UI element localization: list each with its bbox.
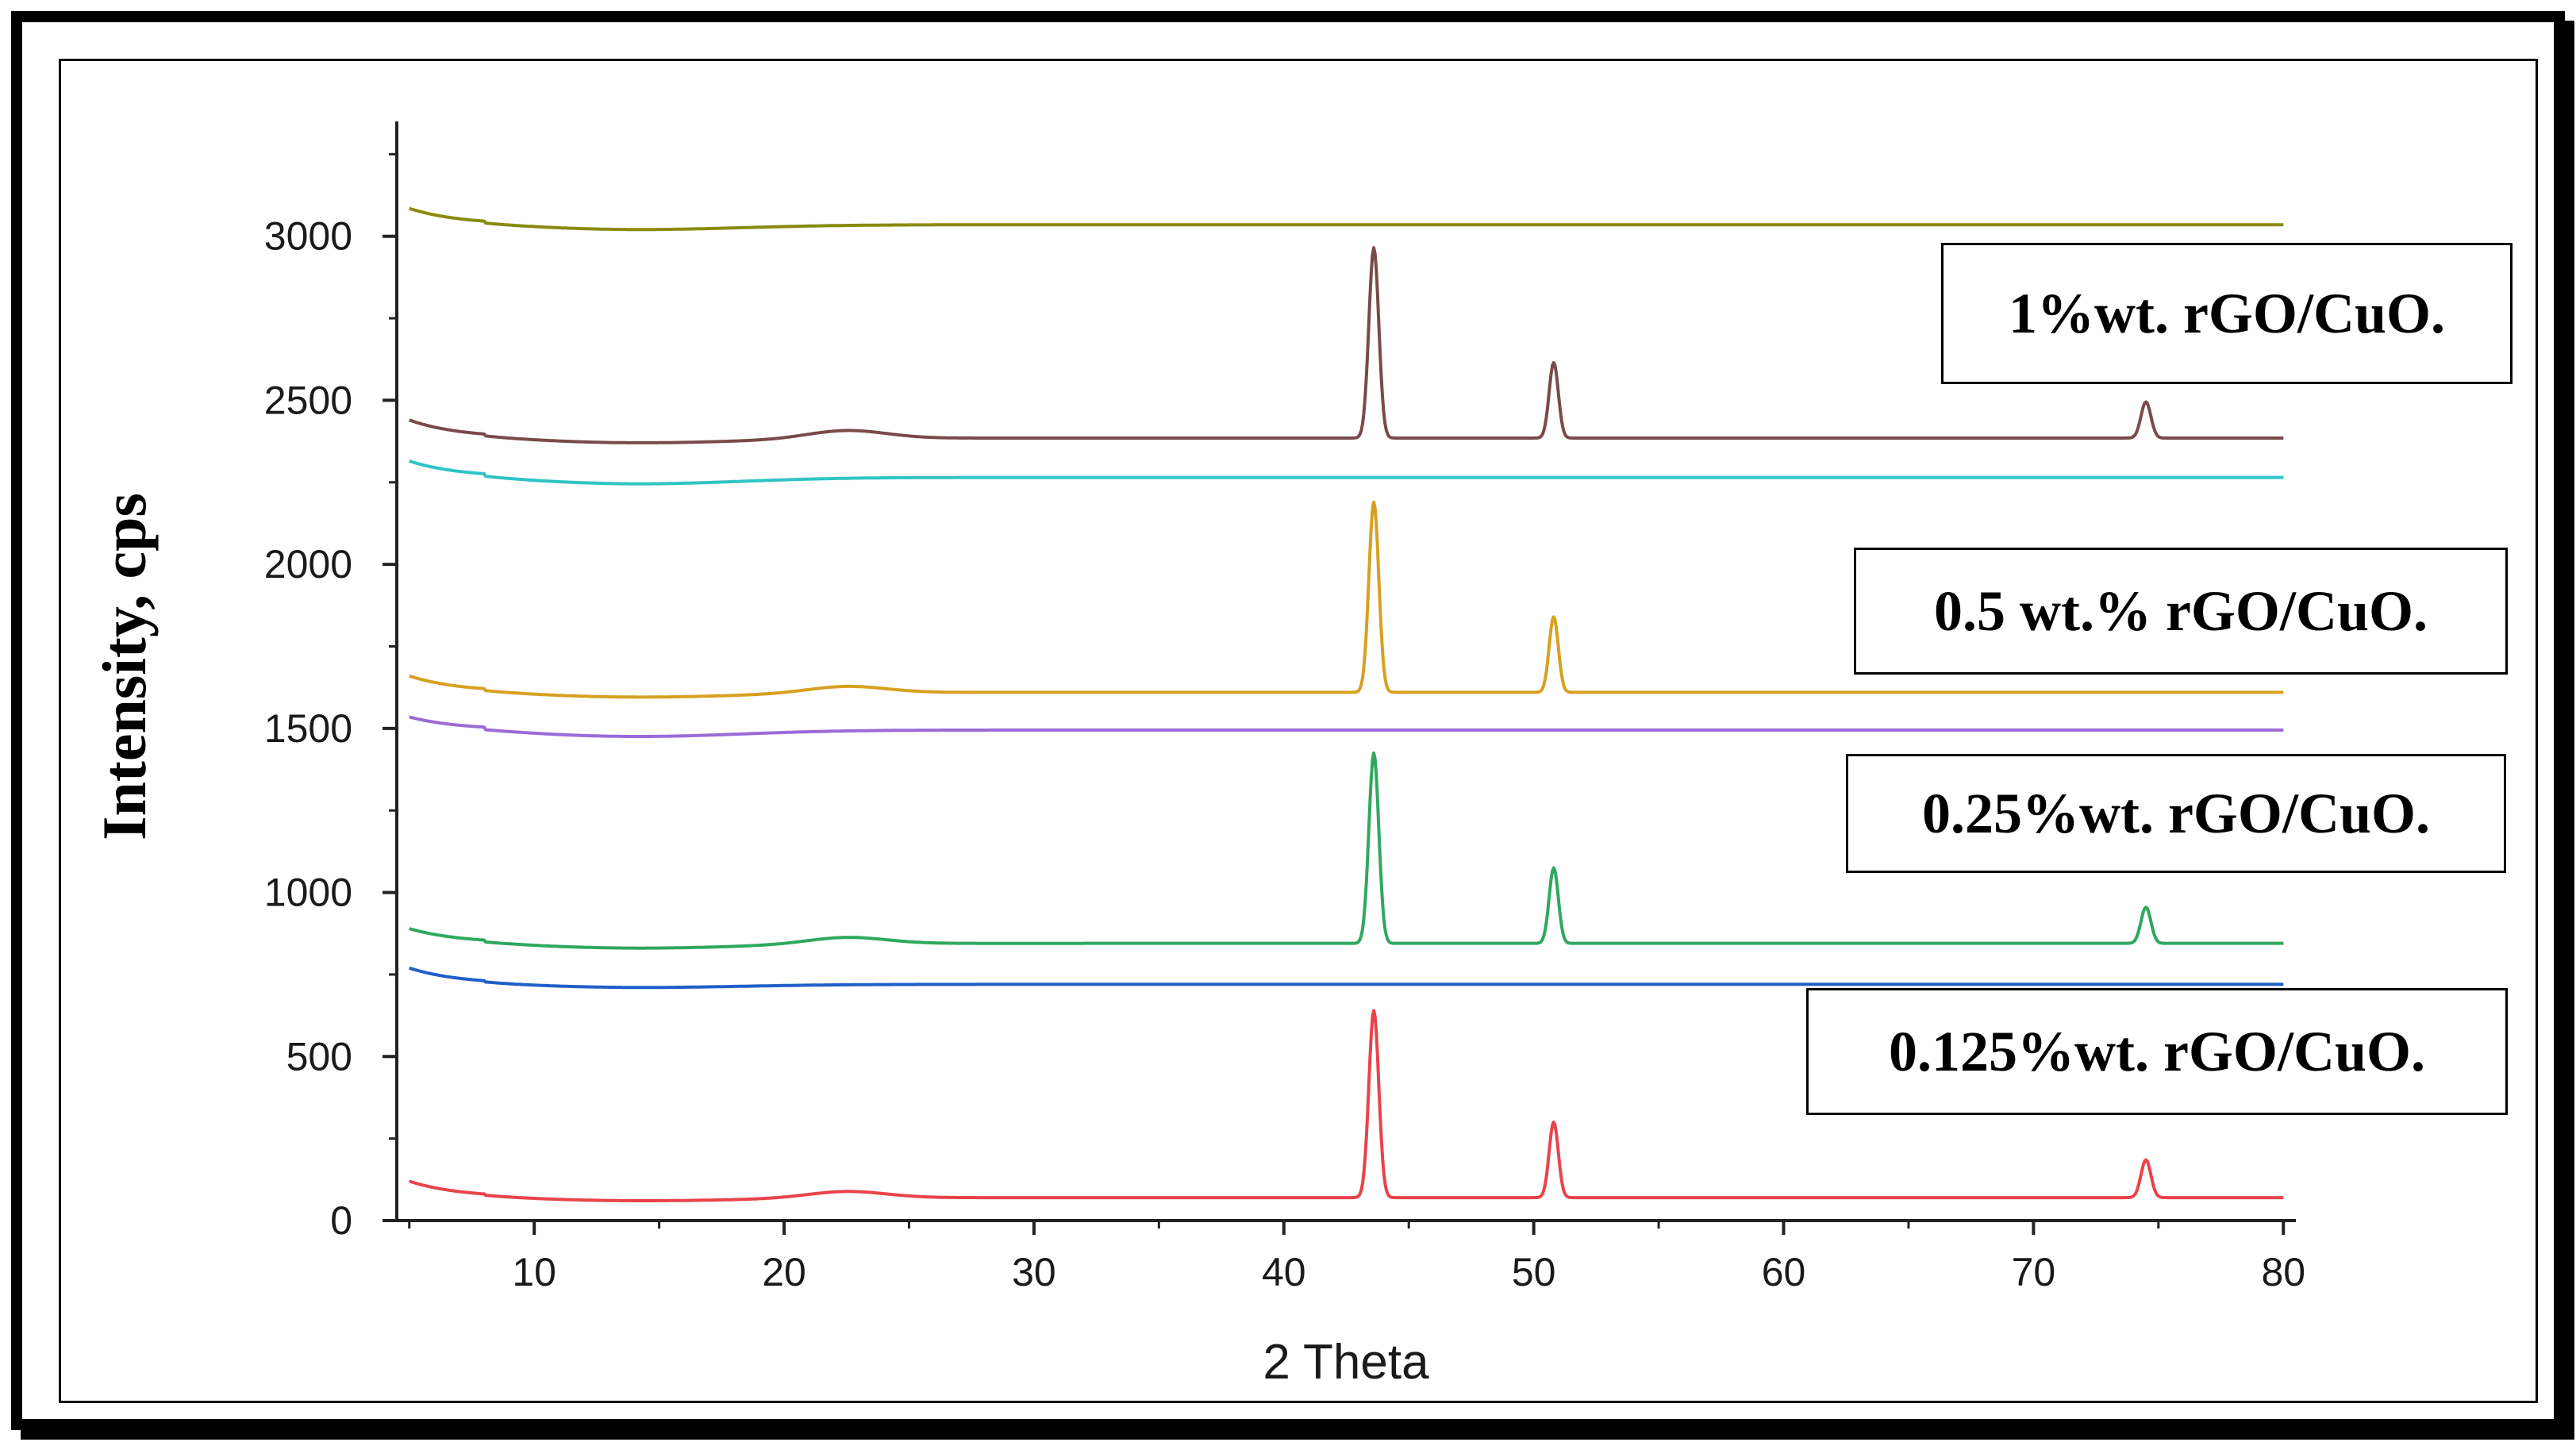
x-tick-label: 30 <box>1012 1250 1056 1294</box>
series-line-0-125-wt-rgo-cuo- <box>409 1009 2284 1202</box>
series-label-1pct: 1%wt. rGO/CuO. <box>1941 243 2513 384</box>
series-label-0-125pct: 0.125%wt. rGO/CuO. <box>1806 988 2508 1115</box>
series-line-1-wt-rgo-cuo- <box>408 246 2284 444</box>
y-tick-label: 1500 <box>264 706 352 751</box>
series-line-baseline-olive <box>409 206 2284 232</box>
series-line-baseline-blue <box>409 966 2284 990</box>
y-tick-label: 500 <box>286 1034 352 1079</box>
x-tick-label: 50 <box>1512 1250 1556 1294</box>
y-tick-label: 3000 <box>264 214 352 259</box>
series-layer <box>408 206 2284 1202</box>
series-line-0-25-wt-rgo-cuo- <box>409 751 2284 950</box>
x-tick-label: 40 <box>1262 1250 1306 1294</box>
y-tick-label: 1000 <box>264 871 352 915</box>
series-label-0-25pct: 0.25%wt. rGO/CuO. <box>1846 754 2506 873</box>
x-tick-label: 70 <box>2012 1250 2056 1294</box>
series-label-0-5pct: 0.5 wt.% rGO/CuO. <box>1854 548 2508 675</box>
y-tick-label: 2000 <box>264 542 352 586</box>
y-axis-title: Intensity, cps <box>90 493 159 840</box>
chart-inner-frame <box>59 59 2538 1403</box>
axes-layer: 0 500 1000 1500 2000 2500 3000 10 20 30 40 50 60 70 80 <box>264 121 2305 1294</box>
x-tick-label: 80 <box>2261 1250 2305 1294</box>
x-tick-label: 60 <box>1762 1250 1806 1294</box>
series-line-baseline-cyan <box>409 459 2284 486</box>
x-tick-label: 20 <box>762 1250 806 1294</box>
y-tick-label: 0 <box>330 1198 352 1243</box>
x-tick-label: 10 <box>512 1250 556 1294</box>
series-line-0-5-wt-rgo-cuo- <box>409 500 2284 699</box>
series-line-baseline-violet <box>409 715 2284 738</box>
x-axis-title: 2 Theta <box>1263 1335 1429 1390</box>
y-tick-label: 2500 <box>264 378 352 422</box>
